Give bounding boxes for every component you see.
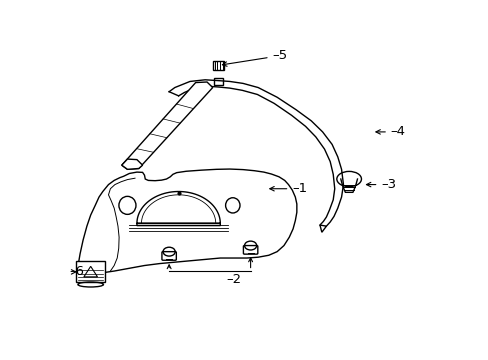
Polygon shape xyxy=(319,225,326,232)
Polygon shape xyxy=(122,159,142,169)
Polygon shape xyxy=(77,169,296,275)
Text: –1: –1 xyxy=(269,182,307,195)
Polygon shape xyxy=(122,82,212,169)
Text: –4: –4 xyxy=(375,125,405,138)
Text: –3: –3 xyxy=(366,178,396,191)
Bar xyxy=(214,78,222,85)
Polygon shape xyxy=(84,266,97,277)
Text: –5: –5 xyxy=(222,49,287,66)
Text: –2: –2 xyxy=(225,273,241,286)
Bar xyxy=(76,261,105,282)
Bar xyxy=(212,61,224,70)
Text: –6: –6 xyxy=(69,265,84,278)
Polygon shape xyxy=(137,192,220,226)
